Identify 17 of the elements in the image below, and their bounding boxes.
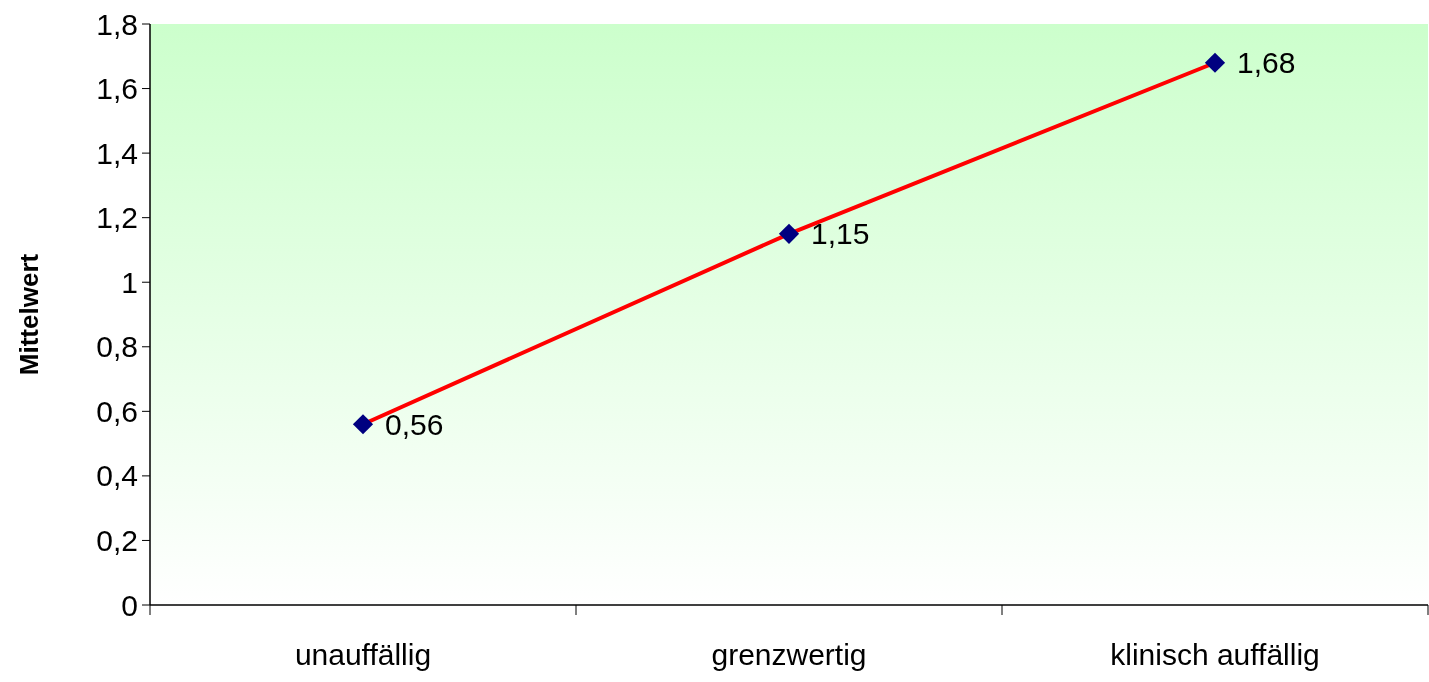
y-axis-title: Mittelwert: [14, 253, 44, 376]
y-tick-label: 0,8: [96, 330, 138, 364]
y-tick-label: 0,6: [96, 394, 138, 428]
y-tick-label: 0: [121, 588, 138, 622]
y-tick-label: 1: [121, 265, 138, 299]
y-tick-label: 0,2: [96, 523, 138, 557]
y-tick-label: 1,8: [96, 7, 138, 41]
x-tick-label: klinisch auffällig: [1110, 638, 1320, 671]
data-label: 0,56: [385, 407, 444, 441]
y-tick-label: 1,4: [96, 136, 138, 170]
y-tick-label: 0,4: [96, 459, 138, 493]
data-label: 1,15: [811, 217, 870, 251]
y-tick-label: 1,2: [96, 201, 138, 235]
data-label: 1,68: [1237, 46, 1296, 80]
y-tick-label: 1,6: [96, 72, 138, 106]
x-tick-label: grenzwertig: [711, 638, 867, 671]
x-tick-label: unauffällig: [294, 638, 432, 671]
